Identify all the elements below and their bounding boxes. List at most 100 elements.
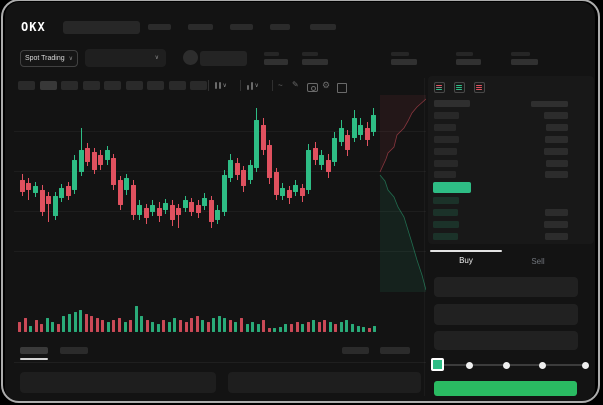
order-input[interactable] <box>434 331 578 350</box>
candle-body <box>319 155 324 165</box>
slider-dot[interactable] <box>466 362 473 369</box>
draw-button[interactable]: ✎ <box>292 80 299 89</box>
divider <box>240 80 241 91</box>
ask-price[interactable] <box>434 124 456 131</box>
camera-button[interactable] <box>307 83 318 92</box>
buy-button[interactable] <box>434 381 577 396</box>
timeframe-button[interactable] <box>126 81 143 90</box>
candle-type-button[interactable]: ∨ <box>215 82 227 89</box>
orderbook-combined-icon[interactable] <box>434 82 445 93</box>
nav-item[interactable] <box>230 24 253 30</box>
timeframe-button[interactable] <box>83 81 100 90</box>
candle-body <box>20 180 25 192</box>
price-chart[interactable] <box>14 95 426 292</box>
slider-dot[interactable] <box>582 362 589 369</box>
bottom-panel[interactable] <box>228 372 421 393</box>
volume-bar <box>373 326 377 332</box>
tab-sell[interactable]: Sell <box>531 257 545 266</box>
pair-selector[interactable]: ∨ <box>85 49 166 67</box>
volume-bar <box>278 327 282 332</box>
nav-item[interactable] <box>310 24 336 30</box>
volume-bar <box>173 318 177 332</box>
candle-body <box>26 183 31 190</box>
volume-bar <box>134 306 138 332</box>
timeframe-button[interactable] <box>169 81 186 90</box>
timeframe-button[interactable] <box>18 81 35 90</box>
amount-slider[interactable] <box>438 364 588 366</box>
volume-bar <box>223 318 227 332</box>
candle-body <box>170 205 175 220</box>
chart-tab[interactable] <box>380 347 410 354</box>
candle-body <box>293 185 298 192</box>
candle-body <box>222 175 227 212</box>
orderbook-bids-icon[interactable] <box>454 82 465 93</box>
ask-price[interactable] <box>434 136 459 143</box>
bid-price[interactable] <box>433 197 459 204</box>
stat-value <box>264 59 288 65</box>
last-price-badge[interactable] <box>433 182 471 193</box>
candle-body <box>176 208 181 215</box>
market-type-label: Spot Trading <box>24 55 65 62</box>
candle-body <box>163 203 168 210</box>
candle-body <box>352 118 357 138</box>
market-type-selector[interactable]: Spot Trading ∨ <box>20 50 78 67</box>
stat-value <box>302 59 328 65</box>
ticker-stat <box>391 52 417 65</box>
candle-body <box>261 125 266 150</box>
nav-item[interactable] <box>188 24 213 30</box>
bottom-panel[interactable] <box>20 372 216 393</box>
volume-bar <box>156 324 160 332</box>
volume-bar <box>367 328 371 332</box>
bid-price[interactable] <box>433 233 458 240</box>
slider-dot[interactable] <box>539 362 546 369</box>
search-input[interactable] <box>63 21 140 34</box>
chart-tab[interactable] <box>342 347 369 354</box>
candle-body <box>79 150 84 172</box>
volume-bar <box>273 328 277 332</box>
chart-tab[interactable] <box>60 347 88 354</box>
candle-body <box>92 152 97 170</box>
orderbook-asks-icon[interactable] <box>474 82 485 93</box>
candle-body <box>248 165 253 180</box>
volume-bar <box>51 322 55 332</box>
candle-body <box>313 148 318 160</box>
settings-button[interactable]: ⚙ <box>322 80 331 90</box>
volume-bar <box>217 316 221 332</box>
pair-name-button[interactable] <box>200 51 247 66</box>
chevron-down-icon: ∨ <box>222 82 227 89</box>
candle-body <box>267 145 272 178</box>
candle-body <box>59 188 64 198</box>
nav-item[interactable] <box>270 24 290 30</box>
timeframe-button[interactable] <box>104 81 121 90</box>
volume-bar <box>339 322 343 332</box>
nav-item[interactable] <box>148 24 171 30</box>
stat-value <box>456 59 481 65</box>
ask-price[interactable] <box>434 112 459 119</box>
candle-body <box>241 170 246 186</box>
ask-price[interactable] <box>434 171 456 178</box>
timeframe-button[interactable] <box>147 81 164 90</box>
timeframe-button[interactable] <box>190 81 207 90</box>
chart-tab[interactable] <box>20 347 48 354</box>
volume-bar <box>162 320 166 332</box>
order-input[interactable] <box>434 304 578 325</box>
volume-bar <box>334 324 338 332</box>
slider-dot[interactable] <box>503 362 510 369</box>
fullscreen-button[interactable] <box>337 83 347 93</box>
orderbook-header-left <box>434 100 470 107</box>
volume-bar <box>251 322 255 332</box>
ask-price[interactable] <box>434 148 457 155</box>
order-input[interactable] <box>434 277 578 297</box>
ask-amount <box>545 136 568 143</box>
bid-price[interactable] <box>433 209 458 216</box>
timeframe-button[interactable] <box>61 81 78 90</box>
indicator-button[interactable]: ∨ <box>247 82 259 90</box>
timeframe-button[interactable] <box>40 81 57 90</box>
ask-price[interactable] <box>434 160 458 167</box>
bid-price[interactable] <box>433 221 459 228</box>
tab-buy[interactable]: Buy <box>459 256 473 265</box>
candle-body <box>53 196 58 216</box>
slider-handle[interactable] <box>431 358 444 371</box>
volume-bar <box>129 320 132 332</box>
line-style-button[interactable]: ~ <box>278 81 283 90</box>
